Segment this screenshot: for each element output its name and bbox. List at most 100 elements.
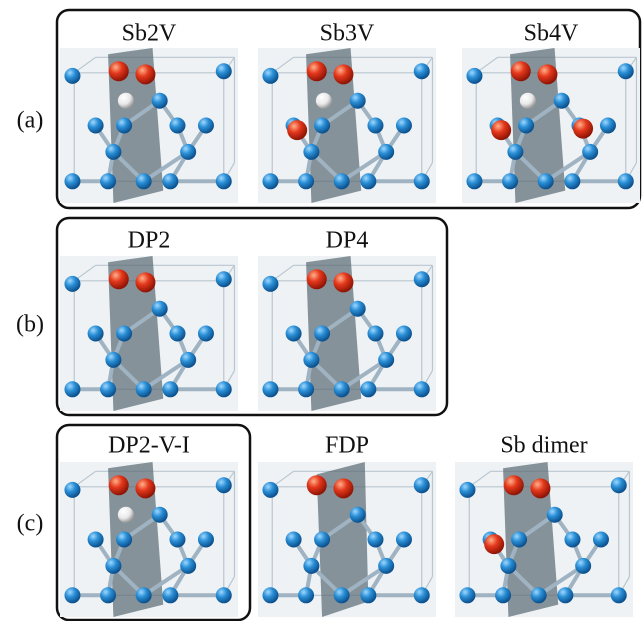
atom-si [367, 532, 383, 548]
atom-si [350, 301, 366, 317]
atom-si [262, 68, 278, 84]
atom-si [466, 68, 482, 84]
atom-si [557, 587, 573, 603]
vacancy [316, 93, 332, 109]
atom-si [414, 587, 430, 603]
atom-si [334, 587, 350, 603]
atom-si [116, 326, 132, 342]
atom-si [466, 173, 482, 189]
atom-si [459, 482, 475, 498]
atom-si [538, 173, 554, 189]
atom-sb [573, 119, 593, 139]
atom-si [169, 532, 185, 548]
atom-si [64, 587, 80, 603]
atom-si [152, 93, 168, 109]
atom-si [414, 63, 430, 79]
atom-si [414, 271, 430, 287]
atom-si [575, 558, 591, 574]
atom-si [314, 326, 330, 342]
atom-sb [333, 64, 353, 84]
atom-si [378, 352, 394, 368]
atom-si [414, 173, 430, 189]
atom-si [414, 381, 430, 397]
atom-si [216, 587, 232, 603]
atom-si [334, 173, 350, 189]
atom-si [350, 507, 366, 523]
vacancy [118, 507, 134, 523]
atom-si [303, 144, 319, 160]
atom-si [531, 587, 547, 603]
atom-si [152, 507, 168, 523]
atom-si [64, 482, 80, 498]
atom-si [286, 532, 302, 548]
atom-si [554, 93, 570, 109]
atom-si [64, 276, 80, 292]
atom-si [105, 352, 121, 368]
atom-sb [135, 64, 155, 84]
atom-si [64, 381, 80, 397]
atom-sb [333, 478, 353, 498]
atom-si [216, 173, 232, 189]
atom-sb [504, 475, 524, 495]
atom-si [262, 381, 278, 397]
atom-si [582, 144, 598, 160]
atom-sb [109, 269, 129, 289]
atom-sb [109, 475, 129, 495]
atom-si [396, 326, 412, 342]
atom-si [507, 144, 523, 160]
atom-si [286, 326, 302, 342]
atom-si [105, 558, 121, 574]
atom-si [314, 532, 330, 548]
vacancy [520, 93, 536, 109]
atom-si [564, 532, 580, 548]
atom-si [459, 587, 475, 603]
structure-title: Sb dimer [500, 433, 587, 459]
atom-si [136, 587, 152, 603]
atom-sb [307, 475, 327, 495]
atom-si [162, 381, 178, 397]
atom-si [169, 118, 185, 134]
atom-sb [307, 269, 327, 289]
atom-si [162, 587, 178, 603]
panel-label: (b) [16, 312, 44, 338]
structure-title: Sb4V [524, 21, 579, 47]
atom-si [611, 587, 627, 603]
atom-si [64, 173, 80, 189]
atom-sb [537, 64, 557, 84]
atom-si [88, 326, 104, 342]
atom-si [511, 532, 527, 548]
atom-si [378, 144, 394, 160]
atom-si [396, 532, 412, 548]
atom-si [64, 68, 80, 84]
atom-si [100, 381, 116, 397]
atom-si [367, 118, 383, 134]
atom-si [262, 482, 278, 498]
atom-si [169, 326, 185, 342]
atom-si [298, 381, 314, 397]
atom-sb [484, 534, 504, 554]
atom-si [502, 173, 518, 189]
atom-sb [307, 61, 327, 81]
atom-si [360, 587, 376, 603]
panel: (b)DP2DP4 [16, 218, 447, 415]
vacancy [118, 93, 134, 109]
atom-si [180, 558, 196, 574]
atom-sb [287, 120, 307, 140]
atom-si [547, 507, 563, 523]
atom-si [593, 532, 609, 548]
structure-title: DP2-V-I [108, 433, 190, 459]
atom-si [116, 118, 132, 134]
atom-si [314, 118, 330, 134]
atom-si [303, 558, 319, 574]
atom-si [262, 587, 278, 603]
atom-si [100, 587, 116, 603]
atom-sb [530, 478, 550, 498]
atom-si [105, 144, 121, 160]
atom-si [350, 93, 366, 109]
atom-si [360, 381, 376, 397]
atom-sb [333, 272, 353, 292]
atom-si [334, 381, 350, 397]
atom-si [136, 381, 152, 397]
atom-si [262, 173, 278, 189]
